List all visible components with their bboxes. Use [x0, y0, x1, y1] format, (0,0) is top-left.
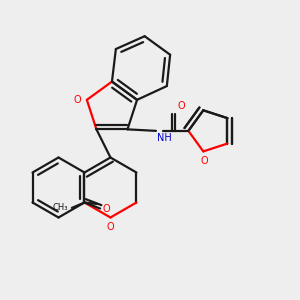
Text: NH: NH: [157, 133, 171, 143]
Text: CH₃: CH₃: [53, 203, 68, 212]
Text: O: O: [200, 156, 208, 166]
Text: O: O: [106, 222, 114, 232]
Text: O: O: [74, 95, 82, 105]
Text: O: O: [178, 101, 185, 111]
Text: O: O: [103, 203, 110, 214]
